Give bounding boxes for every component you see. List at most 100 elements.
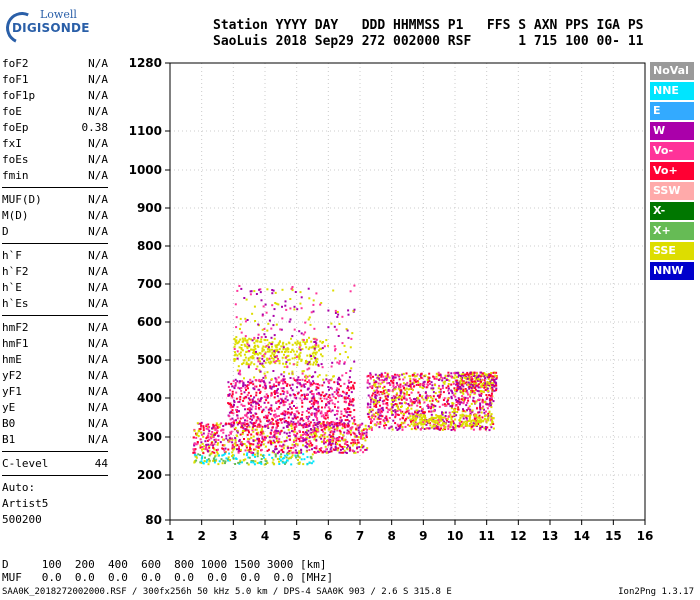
scatter-point (420, 421, 423, 424)
scatter-point (422, 421, 425, 424)
scatter-point (208, 454, 211, 457)
scatter-point (475, 384, 478, 387)
scatter-point (321, 422, 324, 425)
scatter-point (314, 351, 316, 354)
scatter-point (300, 448, 303, 451)
scatter-point (335, 438, 338, 441)
scatter-point (247, 438, 250, 441)
scatter-point (392, 419, 395, 422)
scatter-point (474, 388, 477, 391)
scatter-point (394, 410, 397, 413)
param-value: 0.38 (81, 121, 109, 134)
scatter-point (233, 403, 235, 406)
scatter-point (266, 435, 269, 438)
scatter-point (219, 441, 222, 444)
scatter-point (212, 444, 214, 447)
scatter-point (313, 428, 316, 431)
scatter-point (411, 374, 414, 377)
scatter-point (399, 385, 402, 388)
scatter-point (310, 413, 313, 416)
scatter-point (322, 439, 325, 442)
scatter-point (309, 421, 312, 424)
scatter-point (469, 423, 472, 426)
scatter-point (422, 381, 425, 384)
scatter-point (259, 433, 262, 436)
scatter-point (308, 415, 311, 418)
header-labels: Station YYYY DAY DDD HHMMSS P1 FFS S AXN… (213, 18, 644, 33)
scatter-point (385, 391, 388, 394)
scatter-point (351, 444, 354, 447)
scatter-point (300, 307, 303, 310)
scatter-point (388, 409, 391, 411)
param-name: foF2 (2, 57, 29, 70)
scatter-point (355, 428, 358, 431)
station-header: Station YYYY DAY DDD HHMMSS P1 FFS S AXN… (213, 18, 643, 50)
scatter-point (256, 402, 259, 405)
scatter-point (213, 451, 216, 454)
scatter-point (402, 382, 405, 385)
scatter-point (273, 337, 276, 340)
scatter-point (380, 407, 383, 410)
scatter-point (305, 377, 308, 380)
scatter-point (369, 422, 372, 424)
scatter-point (472, 396, 475, 399)
scatter-point (418, 401, 421, 404)
scatter-point (337, 437, 340, 440)
scatter-point (350, 442, 353, 445)
scatter-point (393, 388, 396, 391)
scatter-point (477, 374, 480, 377)
scatter-point (331, 440, 334, 443)
scatter-point (332, 434, 335, 437)
scatter-point (275, 430, 278, 432)
scatter-point (347, 432, 349, 434)
scatter-point (421, 408, 424, 411)
scatter-point (280, 398, 283, 401)
scatter-point (227, 385, 230, 388)
scatter-point (447, 374, 450, 377)
param-row: h`E N/A (2, 280, 108, 296)
scatter-point (336, 423, 339, 426)
scatter-point (272, 414, 275, 417)
scatter-point (434, 392, 437, 395)
scatter-point (477, 416, 480, 419)
scatter-point (418, 378, 421, 380)
scatter-point (365, 436, 368, 439)
scatter-point (332, 433, 335, 436)
scatter-point (205, 425, 208, 428)
scatter-point (469, 410, 472, 413)
scatter-point (249, 444, 252, 447)
scatter-point (437, 427, 440, 430)
scatter-point (369, 377, 372, 380)
scatter-point (364, 448, 367, 451)
scatter-point (334, 405, 336, 408)
scatter-point (344, 400, 347, 403)
scatter-point (485, 389, 488, 392)
scatter-point (378, 426, 381, 429)
scatter-point (280, 345, 283, 348)
scatter-point (283, 417, 286, 420)
scatter-point (300, 389, 303, 392)
scatter-point (405, 399, 408, 401)
scatter-point (270, 394, 273, 397)
param-name: h`Es (2, 297, 29, 310)
scatter-point (282, 362, 285, 365)
scatter-point (212, 424, 215, 427)
scatter-point (287, 435, 290, 438)
scatter-point (463, 400, 465, 403)
scatter-point (262, 380, 265, 383)
scatter-point (296, 392, 299, 395)
scatter-point (422, 411, 425, 414)
scatter-point (485, 403, 488, 406)
scatter-point (254, 405, 257, 408)
scatter-point (272, 324, 275, 327)
scatter-point (227, 402, 230, 405)
scatter-point (430, 405, 433, 408)
scatter-point (238, 400, 241, 403)
scatter-point (303, 433, 306, 436)
x-tick-label: 6 (324, 529, 332, 543)
scatter-point (334, 312, 337, 314)
scatter-point (411, 417, 414, 420)
scatter-point (250, 381, 253, 384)
scatter-point (282, 393, 285, 395)
param-name: h`F (2, 249, 22, 262)
